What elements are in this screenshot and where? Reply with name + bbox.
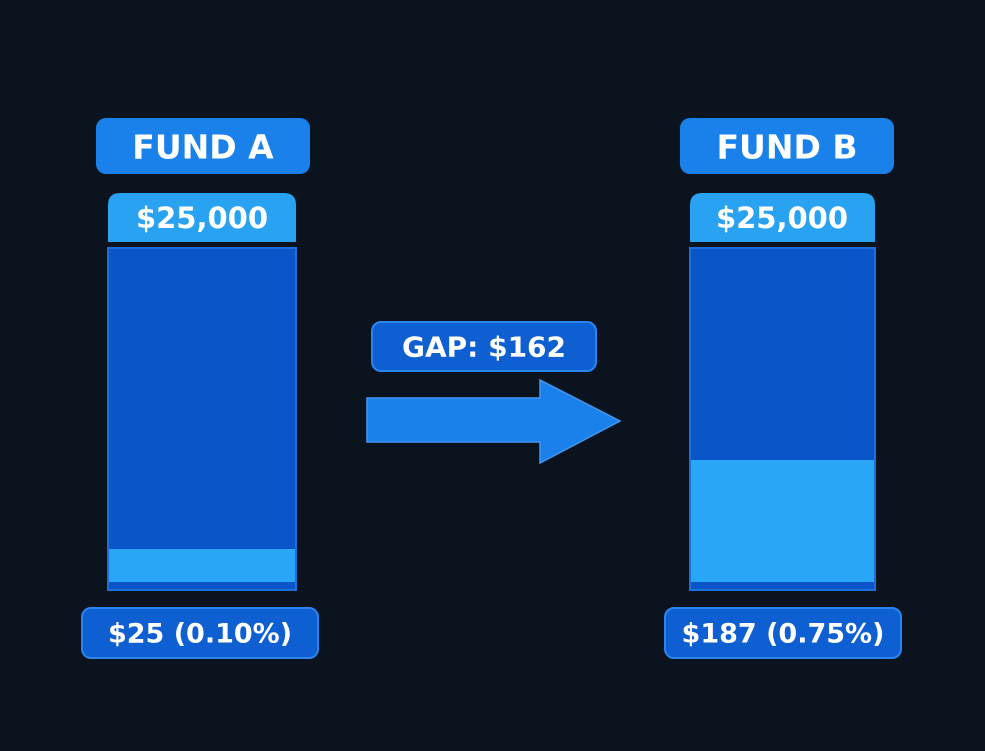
fee-segment xyxy=(691,460,874,582)
balance-column xyxy=(107,247,297,591)
fund-amount: $25,000 xyxy=(716,201,848,235)
fund-name: FUND A xyxy=(132,128,274,167)
arrow xyxy=(366,378,622,465)
amount-box xyxy=(108,193,296,242)
amount-box xyxy=(690,193,875,242)
fund-label-box xyxy=(680,118,894,174)
fee-box xyxy=(81,607,319,659)
fund-fee: $25 (0.10%) xyxy=(108,619,292,650)
fund-fee: $187 (0.75%) xyxy=(682,619,885,650)
fee-segment xyxy=(109,549,295,582)
fund-amount: $25,000 xyxy=(136,201,268,235)
fund-label-box xyxy=(96,118,310,174)
gap-label: GAP: $162 xyxy=(402,331,566,364)
fund-name: FUND B xyxy=(717,128,858,167)
gap-box xyxy=(371,321,597,372)
fee-box xyxy=(664,607,902,659)
